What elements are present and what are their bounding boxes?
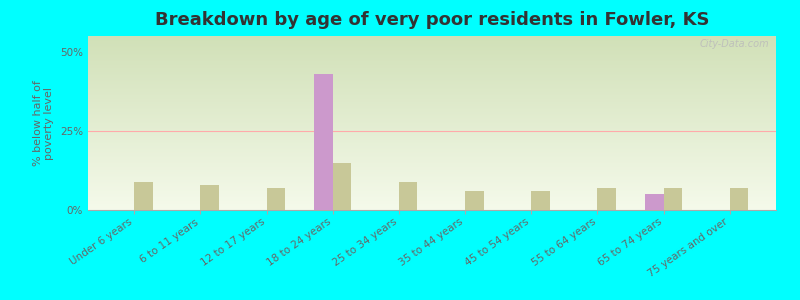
Bar [465, 191, 484, 210]
Bar [663, 188, 682, 210]
Bar [134, 182, 153, 210]
Bar [598, 188, 616, 210]
Bar [399, 182, 418, 210]
Bar [531, 191, 550, 210]
Bar [314, 74, 333, 210]
Title: Breakdown by age of very poor residents in Fowler, KS: Breakdown by age of very poor residents … [154, 11, 710, 29]
Bar [730, 188, 748, 210]
Bar [645, 194, 663, 210]
Text: City-Data.com: City-Data.com [699, 40, 769, 50]
Y-axis label: % below half of
poverty level: % below half of poverty level [33, 80, 54, 166]
Bar [201, 185, 219, 210]
Bar [333, 163, 351, 210]
Bar [266, 188, 285, 210]
